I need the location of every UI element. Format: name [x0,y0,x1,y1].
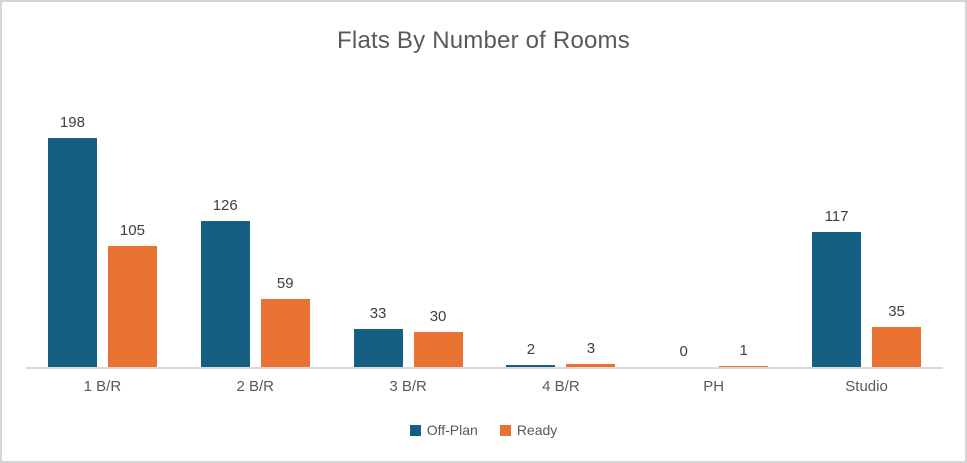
bar-value-label: 30 [429,308,447,325]
x-axis-category-label: 2 B/R [236,378,274,395]
bar-value-label: 117 [824,208,849,225]
bar-pair: 117 35 [812,207,922,367]
bar-ready[interactable] [107,246,157,367]
legend-item-off-plan[interactable]: Off-Plan [409,422,478,438]
bar-value-label: 126 [212,197,238,214]
bar-ready[interactable] [872,327,922,367]
bar-ready[interactable] [260,299,310,367]
bar-column: 198 [47,113,97,367]
bar-groups: 198 105 126 59 33 30 2 3 0 1 117 35 [26,56,943,367]
legend-item-ready[interactable]: Ready [499,422,558,438]
x-axis-category-label: PH [703,378,725,395]
bar-group: 126 59 [179,196,332,367]
bar-off-plan[interactable] [812,232,862,367]
bar-column: 33 [353,304,403,367]
bar-column: 105 [107,221,157,367]
x-axis-category-label: 4 B/R [542,378,580,395]
chart-title: Flats By Number of Rooms [337,27,630,54]
bar-off-plan[interactable] [353,329,403,367]
x-axis-category-label: Studio [845,378,888,395]
bar-off-plan[interactable] [506,365,556,367]
legend: Off-Plan Ready [2,422,965,438]
bar-value-label: 198 [59,114,85,131]
bar-ready[interactable] [566,364,616,367]
bar-column: 1 [719,341,769,367]
bar-ready[interactable] [413,332,463,367]
bar-off-plan[interactable] [47,138,97,367]
bar-ready[interactable] [719,366,769,367]
x-axis-category-label: 3 B/R [389,378,427,395]
bar-value-label: 1 [739,342,748,359]
bar-pair: 198 105 [47,113,157,367]
bar-column: 117 [812,207,862,367]
bar-column: 3 [566,339,616,367]
x-axis-line [26,367,943,369]
bar-off-plan[interactable] [200,221,250,367]
bar-group: 198 105 [26,113,179,367]
x-axis-labels: 1 B/R 2 B/R 3 B/R 4 B/R PH Studio [26,369,943,395]
bar-column: 126 [200,196,250,367]
bar-value-label: 105 [119,222,145,239]
bar-pair: 126 59 [200,196,310,367]
bar-group: 33 30 [332,304,485,367]
bar-pair: 33 30 [353,304,463,367]
bar-column: 35 [872,302,922,367]
plot-area: 198 105 126 59 33 30 2 3 0 1 117 35 [26,56,943,367]
bar-value-label: 59 [276,275,294,292]
bar-value-label: 0 [679,343,688,360]
bar-column: 30 [413,307,463,367]
bar-value-label: 33 [369,305,387,322]
bar-column: 59 [260,274,310,367]
legend-label: Ready [516,422,558,438]
bar-group: 117 35 [790,207,943,367]
legend-swatch-icon [499,424,511,436]
bar-column: 2 [506,340,556,367]
x-axis-category-label: 1 B/R [83,378,122,395]
legend-label: Off-Plan [426,422,478,438]
legend-swatch-icon [409,424,421,436]
bar-value-label: 2 [526,341,536,358]
bar-value-label: 35 [888,303,905,320]
bar-column: 0 [659,342,708,367]
bar-value-label: 3 [586,340,596,357]
